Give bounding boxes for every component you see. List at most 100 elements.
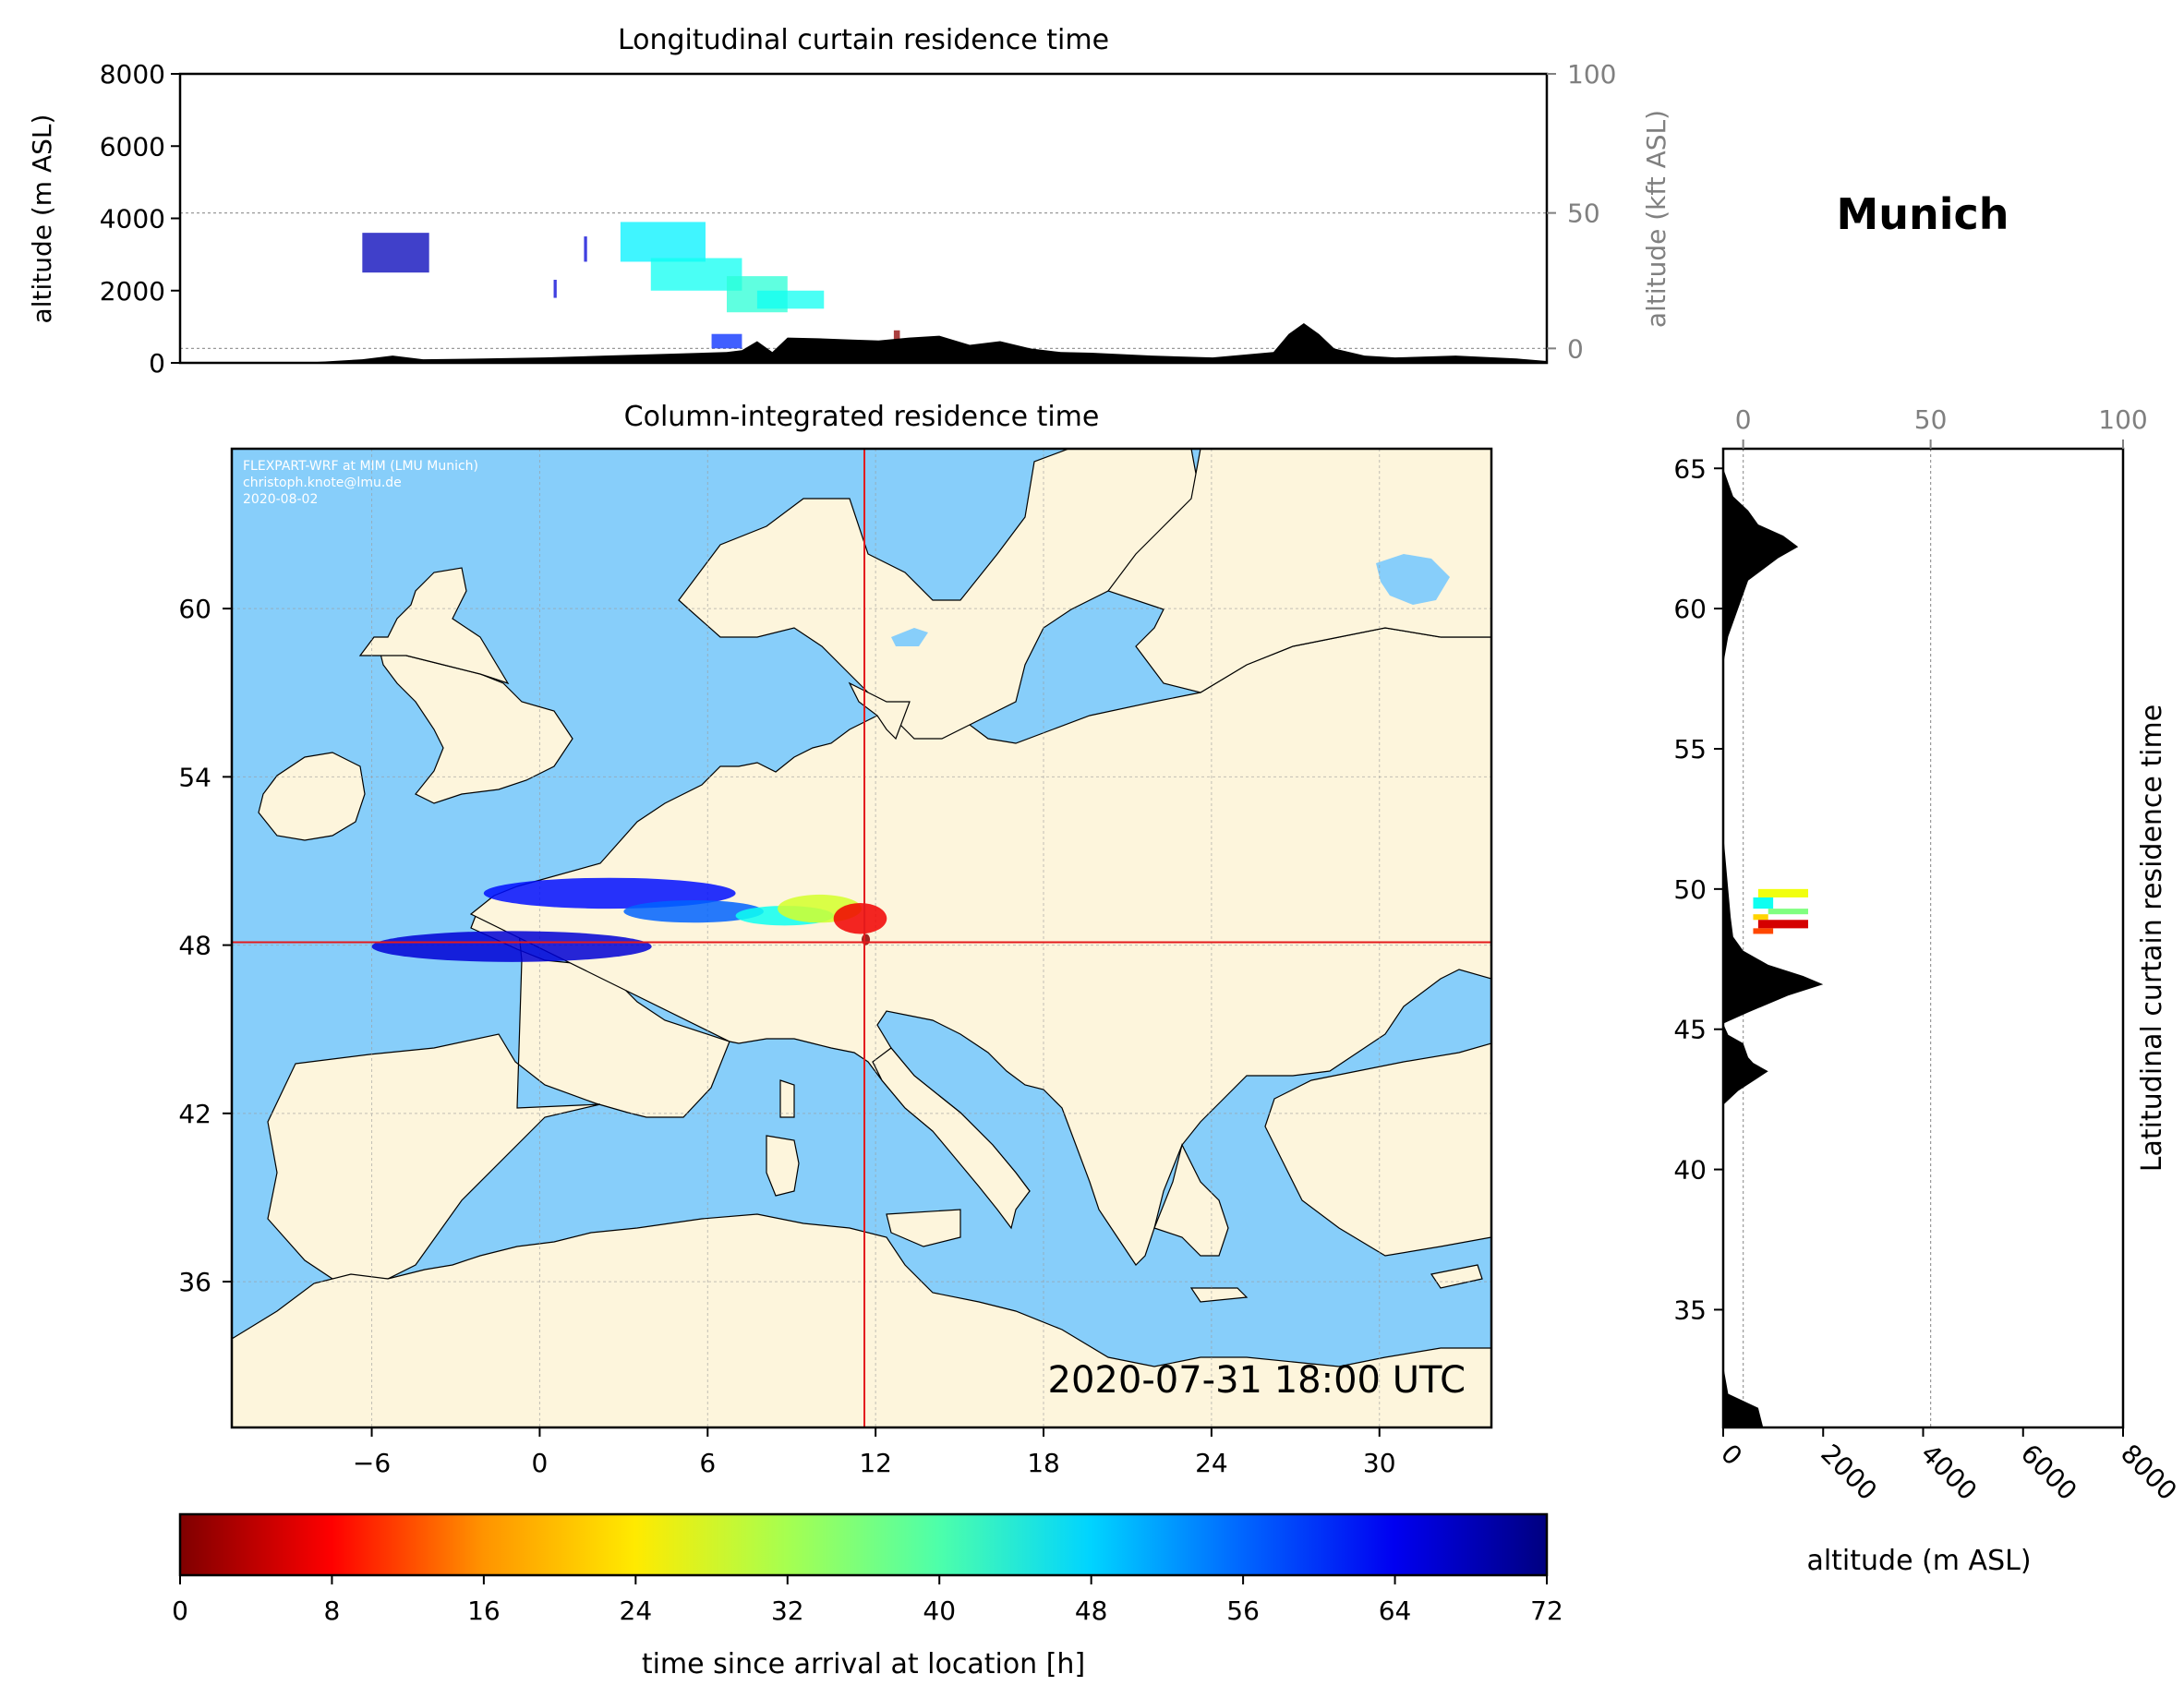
map-y-axis: 36 42 48 54 60 (178, 594, 232, 1297)
side-y-tick-label: 50 (1673, 874, 1707, 905)
side-y-tick-label: 65 (1673, 453, 1707, 484)
top-plume-cell (756, 290, 825, 309)
map-y-tick-label: 48 (178, 931, 211, 961)
colorbar-tick-label: 64 (1379, 1596, 1412, 1626)
map-x-tick-label: 18 (1027, 1448, 1060, 1478)
land-balkans (1153, 1143, 1229, 1257)
side-plume-cell (1753, 897, 1774, 909)
top-y-tick-label: 6000 (100, 131, 165, 162)
lake-ladoga (1376, 554, 1450, 605)
side-y-tick-label: 45 (1673, 1015, 1707, 1045)
colorbar-tick-label: 56 (1226, 1596, 1260, 1626)
map-x-tick-label: 12 (859, 1448, 892, 1478)
map-land (232, 449, 1491, 1427)
map-x-tick-label: 6 (699, 1448, 716, 1478)
top-panel-plume (362, 222, 900, 349)
credit-line-2: christoph.knote@lmu.de (243, 476, 402, 490)
map-lakes (891, 554, 1450, 646)
top-y2-tick-label: 100 (1567, 59, 1616, 90)
map-plume (371, 877, 887, 962)
land-corsica (779, 1079, 795, 1118)
top-panel-frame (178, 72, 1549, 365)
side-y-tick-label: 55 (1673, 734, 1707, 765)
top-plume-cell (553, 280, 557, 298)
top-panel-gridlines (180, 73, 1547, 349)
map-gridlines (232, 449, 1491, 1427)
map-x-tick-label: 0 (532, 1448, 549, 1478)
colorbar: 0 8 16 24 32 40 48 56 64 72 time since arrival at… (172, 1512, 1563, 1680)
map-x-tick-label: −6 (353, 1448, 391, 1478)
map-plume-cell (623, 899, 764, 923)
top-y2-tick-label: 50 (1567, 199, 1600, 229)
side-panel-frame (1721, 447, 2125, 1429)
lake-vanern (891, 628, 928, 646)
longitudinal-curtain-panel: Longitudinal curtain residence time 0 200… (27, 24, 1671, 379)
top-plume-cell (584, 236, 587, 262)
side-panel-x-axis: 0 2000 4000 6000 8000 (1715, 1427, 2183, 1506)
land-turkey (1264, 1042, 1491, 1257)
side-x2-tick-label: 0 (1735, 404, 1752, 435)
top-y-tick-label: 0 (149, 348, 165, 379)
credit-line-3: 2020-08-02 (243, 492, 318, 507)
top-panel-title: Longitudinal curtain residence time (618, 24, 1109, 56)
side-panel-x2-axis: 0 50 100 (1735, 404, 2148, 449)
colorbar-tick-label: 8 (324, 1596, 341, 1626)
map-y-tick-label: 36 (178, 1267, 211, 1297)
side-panel-plume (1753, 888, 1809, 934)
side-x-tick-label: 8000 (2115, 1439, 2183, 1507)
map-y-tick-label: 60 (178, 594, 211, 624)
top-panel-ylabel: altitude (m ASL) (27, 114, 57, 324)
colorbar-tick-label: 24 (620, 1596, 653, 1626)
top-plume-cell (893, 330, 900, 340)
top-panel-terrain (180, 322, 1547, 363)
map-credits: FLEXPART-WRF at MIM (LMU Munich) christo… (243, 459, 478, 507)
side-x2-tick-label: 50 (1914, 404, 1948, 435)
side-y-tick-label: 40 (1673, 1155, 1707, 1186)
station-title: Munich (1836, 189, 2009, 239)
map-panel-title: Column-integrated residence time (624, 401, 1100, 433)
side-x-tick-label: 2000 (1815, 1439, 1883, 1507)
land-north-africa (232, 1213, 1491, 1427)
land-ireland (258, 752, 366, 841)
map-timestamp: 2020-07-31 18:00 UTC (1048, 1359, 1466, 1402)
map-plume-cell (833, 903, 887, 934)
map-panel: Column-integrated residence time (178, 401, 1493, 1478)
top-y-tick-label: 2000 (100, 276, 165, 307)
top-panel-y2label: altitude (kft ASL) (1641, 110, 1671, 328)
side-plume-cell (1768, 909, 1809, 915)
colorbar-label: time since arrival at location [h] (642, 1648, 1085, 1680)
map-x-axis: −6 0 6 12 18 24 30 (353, 1427, 1396, 1478)
side-panel-y-axis: 35 40 45 50 55 60 65 (1673, 453, 1723, 1325)
land-sardinia (766, 1135, 800, 1197)
map-x-tick-label: 30 (1363, 1448, 1396, 1478)
side-panel-gridlines (1743, 449, 2124, 1427)
side-y-tick-label: 35 (1673, 1295, 1707, 1325)
map-plume-cell (862, 933, 871, 945)
map-y-tick-label: 42 (178, 1099, 211, 1129)
top-panel-y-axis: 0 2000 4000 6000 8000 (100, 59, 180, 379)
top-y-tick-label: 8000 (100, 59, 165, 90)
side-plume-cell (1757, 888, 1809, 897)
land-italy (872, 1047, 1031, 1230)
land-cyprus (1430, 1264, 1483, 1289)
top-y2-tick-label: 0 (1567, 333, 1584, 364)
side-plume-cell (1753, 928, 1774, 934)
colorbar-tick-label: 72 (1530, 1596, 1563, 1626)
side-x-tick-label: 0 (1715, 1439, 1748, 1472)
colorbar-gradient (178, 1512, 1549, 1577)
side-plume-cell (1757, 920, 1809, 929)
land-crete (1189, 1287, 1249, 1303)
side-panel-title: Latitudinal curtain residence time (2136, 704, 2168, 1172)
side-x-tick-label: 6000 (2015, 1439, 2083, 1507)
top-y-tick-label: 4000 (100, 204, 165, 235)
side-x-tick-label: 4000 (1915, 1439, 1984, 1507)
credit-line-1: FLEXPART-WRF at MIM (LMU Munich) (243, 459, 478, 474)
land-finland-russia (1107, 449, 1491, 693)
map-x-tick-label: 24 (1195, 1448, 1228, 1478)
colorbar-ticks: 0 8 16 24 32 40 48 56 64 72 (172, 1575, 1563, 1626)
side-plume-cell (1753, 914, 1768, 921)
top-plume-cell (362, 233, 429, 273)
top-plume-cell (620, 222, 706, 262)
